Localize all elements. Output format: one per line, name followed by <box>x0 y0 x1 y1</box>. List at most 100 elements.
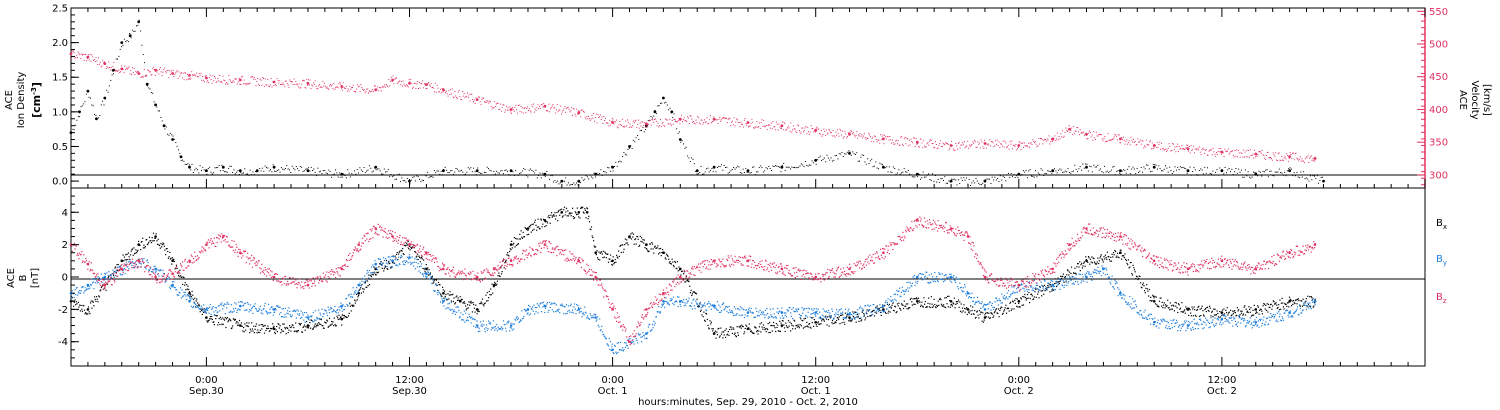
density-tick-label: 0.5 <box>52 142 68 153</box>
x-tick-date: Oct. 1 <box>598 386 628 397</box>
density-tick-label: 2.0 <box>52 38 68 49</box>
by-point <box>188 300 191 303</box>
by-point <box>306 316 310 319</box>
velocity-point <box>814 129 818 132</box>
bx-point <box>585 211 589 214</box>
velocity-point <box>306 81 310 85</box>
bx-point <box>1220 311 1224 314</box>
velocity-point <box>238 78 242 82</box>
velocity-tick-label: 500 <box>1429 40 1448 51</box>
by-point <box>1288 311 1291 314</box>
bz-point <box>1119 235 1122 238</box>
by-point <box>1102 267 1105 271</box>
by-point <box>712 304 716 308</box>
density-point <box>1085 165 1088 169</box>
by-point <box>86 283 90 287</box>
bx-point <box>1017 300 1021 303</box>
bz-point <box>611 308 614 311</box>
velocity-point <box>1017 144 1021 147</box>
bx-point <box>543 219 547 222</box>
by-point <box>526 308 530 311</box>
bz-point <box>1017 283 1021 287</box>
x-tick-date: Oct. 2 <box>1207 386 1237 397</box>
density-point <box>695 169 699 173</box>
by-point <box>1220 317 1224 321</box>
by-point <box>425 272 428 276</box>
density-point <box>543 172 547 176</box>
x-axis-title: hours:minutes, Sep. 29, 2010 - Oct. 2, 2… <box>638 397 858 408</box>
bx-point <box>949 300 953 303</box>
bz-point <box>679 275 682 279</box>
density-tick-label: 0.0 <box>52 177 68 188</box>
bx-point <box>425 267 428 271</box>
density-point <box>306 169 310 173</box>
x-tick-date: Sep.30 <box>189 386 224 397</box>
bx-point <box>272 327 276 331</box>
bx-point <box>679 267 682 271</box>
velocity-label-2: Velocity <box>1469 80 1480 119</box>
bx-point <box>205 316 208 319</box>
bz-point <box>712 259 716 263</box>
density-tick-label: 1.0 <box>52 107 68 118</box>
by-point <box>272 308 276 311</box>
bx-point <box>306 324 310 327</box>
by-point <box>611 348 614 352</box>
series-by <box>69 254 1317 355</box>
bx-point <box>188 291 191 295</box>
by-point <box>780 311 784 314</box>
bz-point <box>306 283 310 287</box>
bz-point <box>662 291 665 295</box>
b-label-1: ACE <box>6 268 17 288</box>
density-point <box>171 138 175 141</box>
by-point <box>1085 275 1088 279</box>
by-point <box>543 304 547 308</box>
by-point <box>103 275 107 279</box>
by-point <box>357 283 361 287</box>
bx-point <box>814 321 817 324</box>
bz-point <box>543 243 547 246</box>
density-point <box>238 169 242 173</box>
by-point <box>916 275 919 279</box>
bx-point <box>137 243 140 246</box>
bz-point <box>1085 227 1088 230</box>
density-point <box>272 165 276 169</box>
bx-point <box>780 324 784 327</box>
density-point <box>1119 169 1122 173</box>
density-point <box>475 169 479 173</box>
density-axis: 0.0 0.5 1.0 1.5 2.0 2.5 <box>52 4 79 188</box>
b-tick-label: 2 <box>62 240 68 251</box>
by-point <box>408 256 411 259</box>
bz-point <box>475 275 479 279</box>
bz-point <box>492 267 496 271</box>
density-point <box>848 152 851 155</box>
density-point <box>653 110 657 114</box>
b-field-series <box>69 206 1317 355</box>
bx-point <box>86 308 90 311</box>
bx-point <box>1152 300 1156 303</box>
density-point <box>594 172 598 176</box>
by-point <box>882 304 885 308</box>
bz-point <box>137 259 140 263</box>
bz-point <box>103 283 107 287</box>
bz-point <box>1051 267 1054 271</box>
bx-point <box>442 291 445 295</box>
bx-point <box>916 300 919 303</box>
velocity-point <box>1119 137 1122 141</box>
b-unit: [nT] <box>30 268 41 288</box>
bx-point <box>475 308 479 311</box>
bz-point <box>1220 259 1224 263</box>
bz-point <box>577 259 581 263</box>
bz-point <box>188 259 191 263</box>
velocity-unit: [km/s] <box>1481 84 1492 116</box>
density-point <box>145 82 149 86</box>
b-tick-label: -4 <box>58 337 68 348</box>
bz-point <box>239 251 242 254</box>
bz-point <box>949 227 953 230</box>
bz-point <box>374 227 378 230</box>
bx-point <box>1288 300 1291 303</box>
series-bx <box>69 206 1317 339</box>
top-panel-frame <box>70 7 1426 189</box>
x-tick-date: Oct. 1 <box>801 386 831 397</box>
bz-point <box>594 275 597 279</box>
